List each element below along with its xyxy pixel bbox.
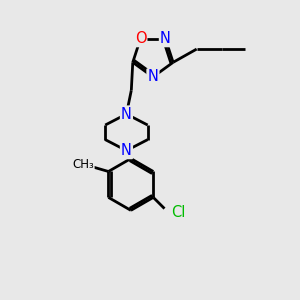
Text: N: N xyxy=(148,70,158,85)
Text: N: N xyxy=(160,31,171,46)
Text: O: O xyxy=(135,31,146,46)
Text: Cl: Cl xyxy=(171,205,185,220)
Text: N: N xyxy=(121,143,132,158)
Text: CH₃: CH₃ xyxy=(72,158,94,171)
Text: N: N xyxy=(121,106,132,122)
